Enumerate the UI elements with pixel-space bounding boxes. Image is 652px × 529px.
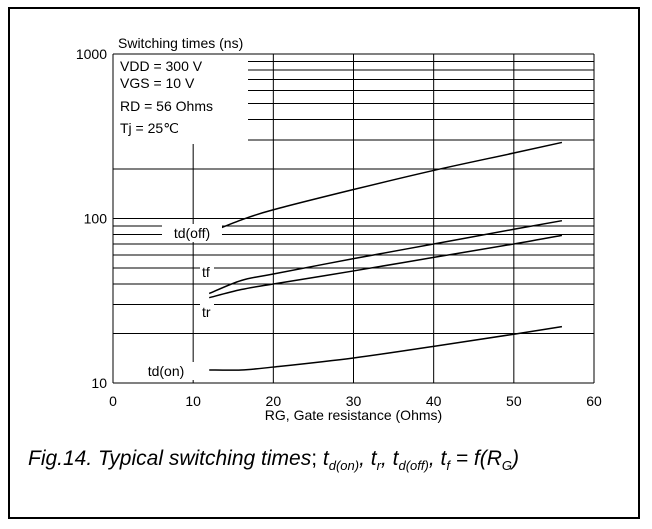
- caption-sub-don: d(on): [328, 458, 360, 473]
- series-line: [208, 141, 563, 234]
- series-line: [208, 219, 563, 295]
- x-axis-label: RG, Gate resistance (Ohms): [265, 407, 442, 423]
- y-tick-label: 10: [91, 375, 107, 391]
- x-tick-label: 60: [586, 393, 602, 409]
- condition-text: RD = 56 Ohms: [120, 98, 213, 114]
- caption-close: ): [512, 447, 520, 470]
- caption-sub-doff: d(off): [398, 458, 429, 473]
- x-tick-label: 20: [266, 393, 282, 409]
- caption-t4: t: [440, 447, 447, 470]
- caption-separator: ;: [311, 447, 318, 470]
- series-line: [209, 325, 563, 371]
- series-label-bg: [162, 224, 222, 242]
- condition-text: VGS = 10 V: [120, 75, 195, 91]
- series-label-bg: [136, 362, 196, 380]
- caption-t1: t: [322, 447, 329, 470]
- series-label: tf: [202, 264, 210, 280]
- caption-sub-f: f: [446, 458, 450, 473]
- caption-sub-r: r: [376, 458, 381, 473]
- y-tick-label: 1000: [76, 46, 107, 62]
- condition-text: VDD = 300 V: [120, 58, 203, 74]
- y-tick-label: 100: [84, 211, 108, 227]
- x-tick-label: 30: [346, 393, 362, 409]
- caption-sub-g: G: [501, 458, 513, 473]
- x-tick-label: 40: [426, 393, 442, 409]
- series-label: td(on): [148, 363, 185, 379]
- x-tick-label: 50: [506, 393, 522, 409]
- figure-caption: Fig.14. Typical switching times; td(on),…: [28, 447, 520, 473]
- series-label-bg: [200, 263, 214, 281]
- series-label-bg: [200, 303, 214, 321]
- chart-title: Switching times (ns): [118, 35, 243, 51]
- series-line: [209, 234, 563, 299]
- caption-t3: t: [392, 447, 399, 470]
- series-label: td(off): [174, 225, 210, 241]
- figure-frame: Switching times (ns) VDD = 300 V VGS = 10 …: [8, 7, 640, 519]
- x-tick-label: 10: [185, 393, 201, 409]
- caption-t2: t: [370, 447, 377, 470]
- condition-text: Tj = 25℃: [120, 120, 179, 136]
- caption-equals: = f(R: [449, 447, 502, 470]
- caption-prefix: Fig.14. Typical switching times: [28, 447, 312, 470]
- series-label: tr: [202, 304, 211, 320]
- x-tick-label: 0: [109, 393, 117, 409]
